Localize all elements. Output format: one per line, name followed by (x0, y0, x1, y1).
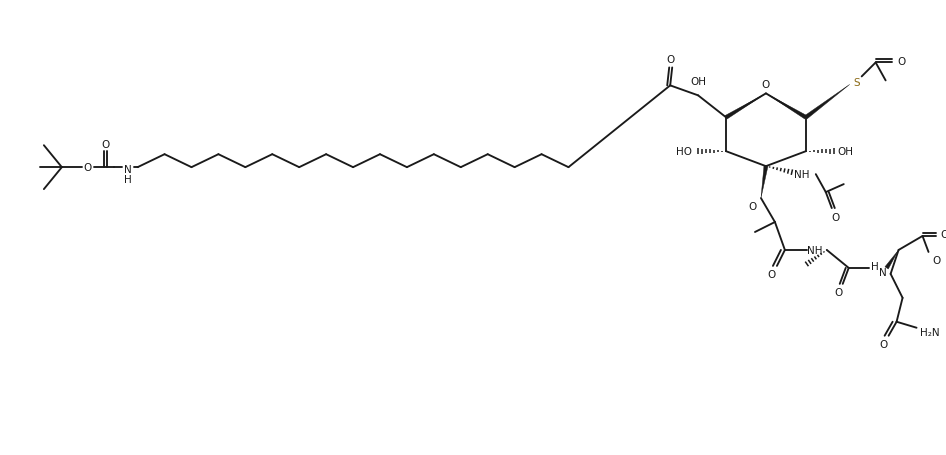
Text: H: H (870, 261, 879, 271)
Polygon shape (805, 85, 850, 120)
Text: O: O (933, 255, 940, 265)
Text: O: O (898, 57, 905, 67)
Text: S: S (853, 78, 860, 88)
Text: O: O (768, 269, 776, 279)
Text: O: O (666, 56, 674, 66)
Text: O: O (940, 229, 946, 239)
Text: OH: OH (838, 147, 853, 157)
Text: O: O (880, 339, 887, 349)
Polygon shape (761, 167, 768, 199)
Text: O: O (749, 202, 757, 212)
Text: O: O (834, 287, 843, 297)
Text: N: N (879, 267, 886, 277)
Text: N: N (124, 165, 131, 175)
Text: HO: HO (676, 147, 692, 157)
Text: O: O (762, 80, 770, 90)
Polygon shape (766, 94, 807, 120)
Text: OH: OH (691, 77, 706, 87)
Text: NH: NH (794, 170, 810, 180)
Text: O: O (83, 163, 92, 173)
Text: H: H (124, 175, 131, 185)
Text: NH: NH (807, 245, 823, 255)
Text: H₂N: H₂N (920, 327, 939, 337)
Polygon shape (885, 250, 899, 269)
Polygon shape (725, 94, 766, 120)
Text: O: O (832, 212, 840, 222)
Text: O: O (101, 140, 110, 150)
